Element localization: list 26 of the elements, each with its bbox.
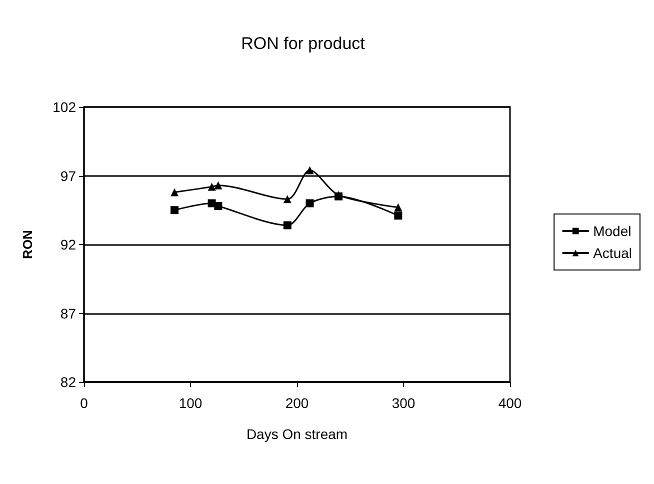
point (394, 203, 402, 212)
x-axis-title: Days On stream (246, 426, 348, 442)
y-tick-label: 102 (52, 99, 76, 115)
x-tick-label: 0 (80, 395, 88, 411)
y-tick-label: 97 (60, 168, 76, 184)
point (283, 195, 292, 204)
point (214, 202, 222, 210)
y-tick-label: 87 (60, 305, 76, 322)
chart-title: RON for product (241, 34, 366, 53)
point (306, 166, 314, 174)
point (170, 206, 179, 214)
point (394, 212, 402, 220)
point (170, 188, 179, 196)
y-tick-label: 92 (60, 236, 76, 252)
x-tick-label: 300 (392, 395, 416, 411)
x-tick-label: 100 (178, 395, 202, 411)
legend-label: Model (593, 223, 632, 239)
point (306, 199, 314, 208)
point (208, 182, 216, 191)
point (214, 181, 222, 190)
y-tick-label: 82 (60, 374, 76, 390)
point (283, 221, 292, 230)
y-axis-title: RON (20, 230, 35, 259)
legend-label: Actual (593, 245, 632, 261)
x-tick-label: 200 (285, 395, 309, 411)
x-tick-label: 400 (498, 395, 522, 411)
